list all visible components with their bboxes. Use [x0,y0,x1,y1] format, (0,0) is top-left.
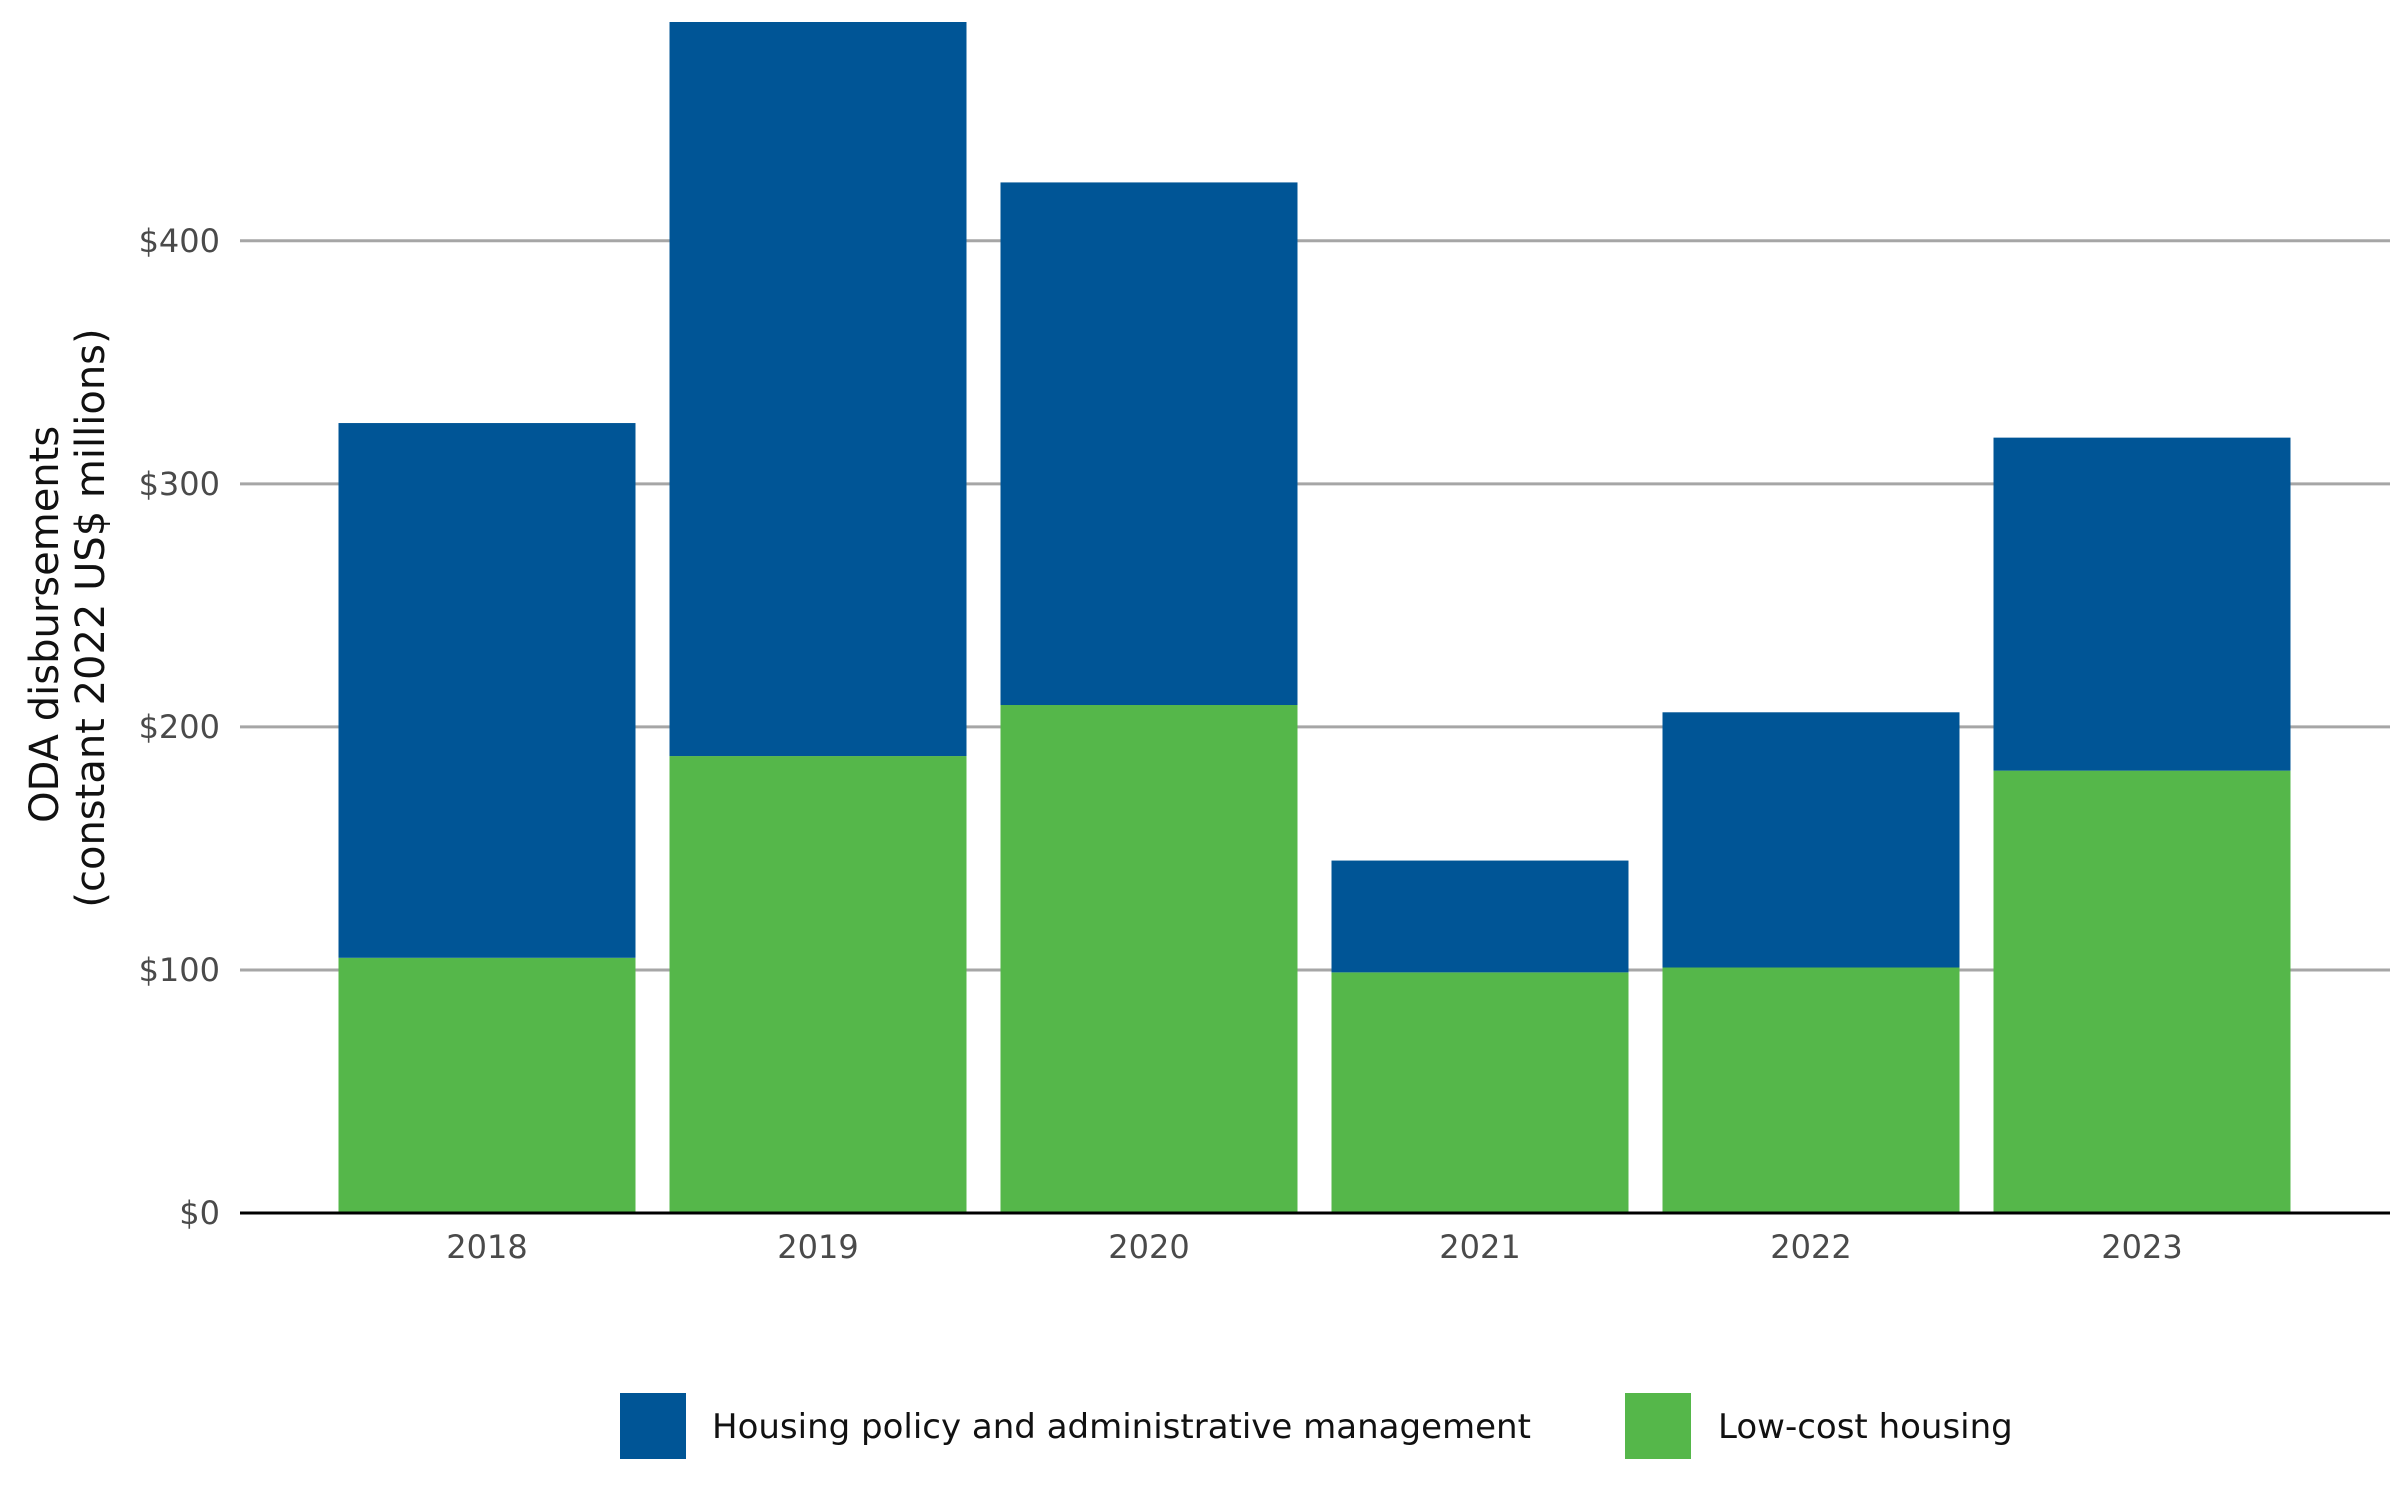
bar-segment [338,423,636,958]
bar-segment [338,957,636,1213]
legend-label: Housing policy and administrative manage… [712,1407,1531,1447]
bar-segment [1331,972,1629,1213]
x-tick-label: 2023 [2101,1228,2182,1266]
legend: Housing policy and administrative manage… [620,1393,2013,1459]
y-axis-title: ODA disbursements (constant 2022 US$ mil… [22,328,114,907]
bar-segment [1993,770,2291,1213]
bars [338,22,2291,1213]
bar-segment [669,756,967,1213]
bar-segment [669,22,967,757]
bar-segment [1000,182,1298,706]
bar-segment [1662,712,1960,968]
y-axis-title-line1: ODA disbursements [22,426,68,823]
x-tick-label: 2020 [1108,1228,1189,1266]
y-tick-label: $400 [139,222,220,260]
legend-swatch [1625,1393,1691,1459]
legend-label: Low-cost housing [1718,1407,2013,1447]
y-axis-title-line2: (constant 2022 US$ millions) [68,328,114,907]
bar-segment [1000,705,1298,1213]
y-tick-label: $200 [139,708,220,746]
y-tick-label: $100 [139,951,220,989]
bar-segment [1331,860,1629,973]
x-tick-label: 2019 [777,1228,858,1266]
bar-segment [1662,967,1960,1213]
bar-segment [1993,437,2291,771]
x-tick-label: 2021 [1439,1228,1520,1266]
y-tick-labels: $0 $100 $200 $300 $400 [139,222,220,1232]
x-tick-label: 2022 [1770,1228,1851,1266]
y-tick-label: $300 [139,465,220,503]
y-tick-label: $0 [179,1194,220,1232]
x-tick-label: 2018 [446,1228,527,1266]
x-tick-labels: 2018 2019 2020 2021 2022 2023 [446,1228,2182,1266]
legend-swatch [620,1393,686,1459]
